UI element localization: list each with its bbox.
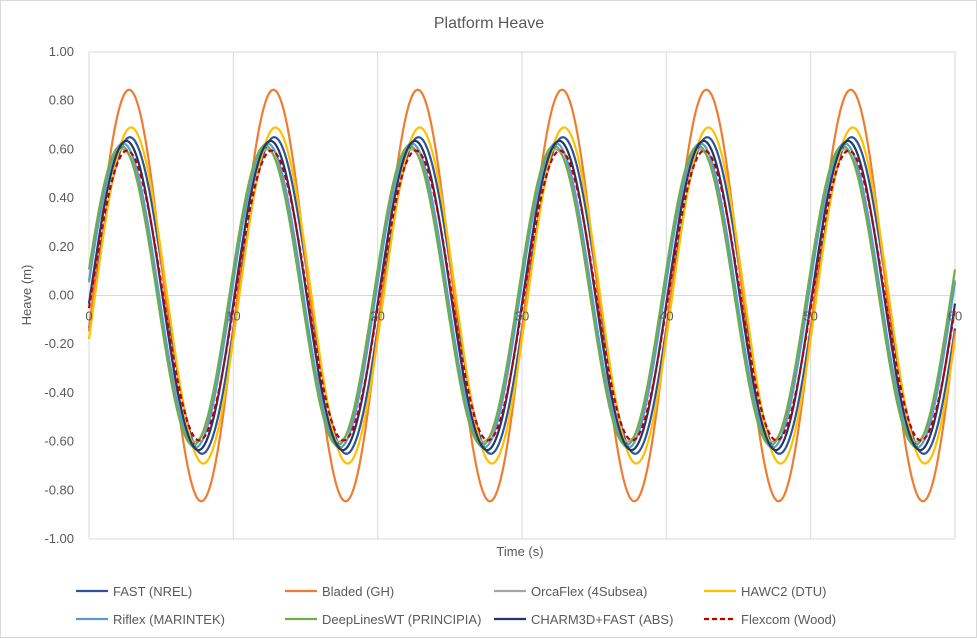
legend-label: OrcaFlex (4Subsea): [531, 584, 647, 599]
x-tick-label: 50: [803, 309, 817, 324]
x-axis-ticks: 0 10 20 30 40 50 60: [85, 309, 962, 324]
legend-label: Bladed (GH): [322, 584, 394, 599]
x-tick-label: 20: [370, 309, 384, 324]
legend-label: Riflex (MARINTEK): [113, 612, 225, 627]
legend-label: CHARM3D+FAST (ABS): [531, 612, 673, 627]
grid: [88, 51, 956, 540]
x-tick-label: 10: [226, 309, 240, 324]
series-line-5: [87, 144, 957, 447]
legend: FAST (NREL) Bladed (GH) OrcaFlex (4Subsea)…: [76, 584, 836, 627]
legend-label: Flexcom (Wood): [741, 612, 836, 627]
y-tick-label: -0.80: [44, 482, 74, 497]
x-tick-label: 30: [515, 309, 529, 324]
x-axis-label: Time (s): [496, 544, 543, 559]
y-tick-label: -0.20: [44, 336, 74, 351]
y-tick-label: 0.00: [49, 288, 74, 303]
legend-label: HAWC2 (DTU): [741, 584, 826, 599]
chart-title: Platform Heave: [434, 15, 544, 32]
x-tick-label: 40: [659, 309, 673, 324]
series-line-7: [87, 149, 957, 442]
legend-label: FAST (NREL): [113, 584, 192, 599]
y-axis-ticks: -1.00 -0.80 -0.60 -0.40 -0.20 0.00 0.20 0.40 0.6…: [44, 44, 74, 546]
y-axis-label: Heave (m): [19, 265, 34, 326]
x-tick-label: 60: [948, 309, 962, 324]
y-tick-label: 0.80: [49, 93, 74, 108]
y-tick-label: 0.40: [49, 190, 74, 205]
y-tick-label: -1.00: [44, 531, 74, 546]
y-tick-label: -0.40: [44, 385, 74, 400]
series-lines: [87, 88, 957, 503]
y-tick-label: 0.20: [49, 239, 74, 254]
series-line-3: [87, 126, 957, 465]
y-tick-label: 1.00: [49, 44, 74, 59]
x-tick-label: 0: [85, 309, 92, 324]
legend-label: DeepLinesWT (PRINCIPIA): [322, 612, 481, 627]
y-tick-label: 0.60: [49, 141, 74, 156]
y-tick-label: -0.60: [44, 434, 74, 449]
series-line-4: [87, 142, 957, 449]
